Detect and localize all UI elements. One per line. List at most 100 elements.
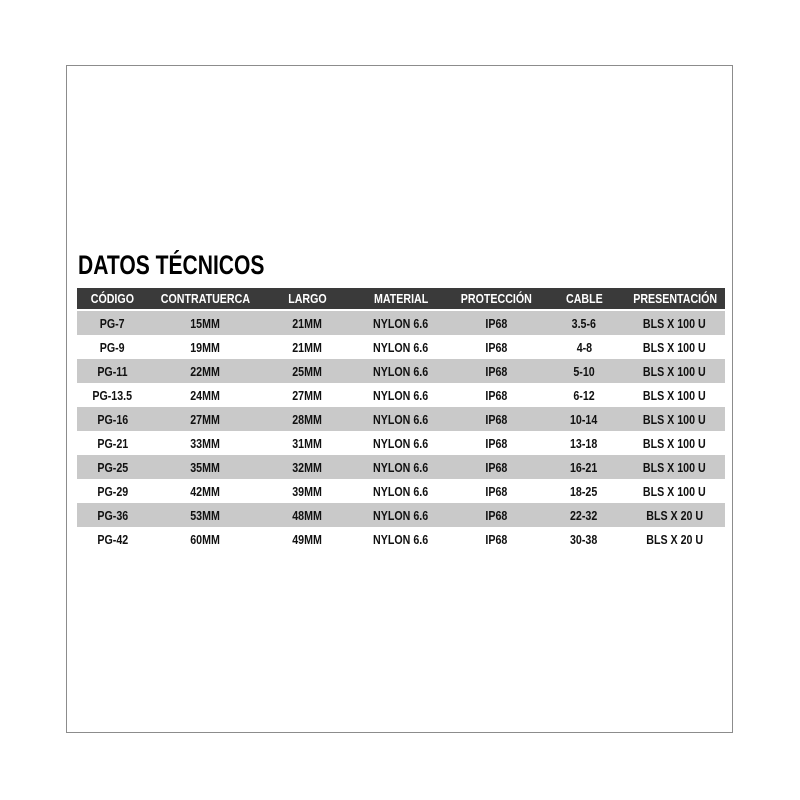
table-row: PG-11 22MM 25MM NYLON 6.6 IP68 5-10 BLS X 100 …: [77, 359, 725, 383]
cell-largo: 32MM: [262, 455, 353, 479]
cell-text: 22-32: [570, 507, 598, 523]
header-cell-text: PROTECCIÓN: [461, 291, 533, 306]
cell-text: 25MM: [292, 363, 322, 379]
cell-presentacion: BLS X 100 U: [625, 311, 725, 335]
cell-text: 22MM: [190, 363, 220, 379]
cell-largo: 27MM: [262, 383, 353, 407]
cell-text: 18-25: [570, 483, 598, 499]
header-cell-codigo: CÓDIGO: [77, 288, 148, 309]
cell-material: NYLON 6.6: [352, 503, 449, 527]
cell-material: NYLON 6.6: [352, 455, 449, 479]
cell-proteccion: IP68: [450, 359, 544, 383]
cell-text: NYLON 6.6: [373, 459, 429, 475]
cell-text: 5-10: [573, 363, 595, 379]
cell-largo: 28MM: [262, 407, 353, 431]
cell-presentacion: BLS X 100 U: [625, 407, 725, 431]
cell-largo: 21MM: [262, 335, 353, 359]
cell-text: 35MM: [190, 459, 220, 475]
cell-contratuerca: 60MM: [148, 527, 261, 551]
cell-text: NYLON 6.6: [373, 339, 429, 355]
header-cell-text: CONTRATUERCA: [160, 291, 250, 306]
cell-material: NYLON 6.6: [352, 407, 449, 431]
cell-text: BLS X 20 U: [646, 507, 704, 523]
cell-text: IP68: [485, 339, 508, 355]
cell-proteccion: IP68: [450, 527, 544, 551]
header-cell-presentacion: PRESENTACIÓN: [625, 288, 725, 309]
cell-text: 16-21: [570, 459, 598, 475]
cell-presentacion: BLS X 20 U: [625, 527, 725, 551]
cell-text: 19MM: [190, 339, 220, 355]
cell-text: 33MM: [190, 435, 220, 451]
cell-text: 21MM: [292, 339, 322, 355]
cell-codigo: PG-29: [77, 479, 148, 503]
cell-codigo: PG-13.5: [77, 383, 148, 407]
cell-text: 32MM: [292, 459, 322, 475]
table-body: PG-7 15MM 21MM NYLON 6.6 IP68 3.5-6 BLS X 100 …: [77, 311, 725, 551]
header-cell-text: PRESENTACIÓN: [632, 291, 717, 306]
cell-proteccion: IP68: [450, 479, 544, 503]
cell-text: 39MM: [292, 483, 322, 499]
cell-text: BLS X 100 U: [643, 411, 707, 427]
cell-text: IP68: [485, 531, 508, 547]
cell-codigo: PG-42: [77, 527, 148, 551]
cell-presentacion: BLS X 100 U: [625, 455, 725, 479]
cell-text: 42MM: [190, 483, 220, 499]
cell-proteccion: IP68: [450, 407, 544, 431]
cell-cable: 10-14: [544, 407, 625, 431]
cell-contratuerca: 19MM: [148, 335, 261, 359]
cell-text: NYLON 6.6: [373, 387, 429, 403]
cell-proteccion: IP68: [450, 503, 544, 527]
cell-largo: 25MM: [262, 359, 353, 383]
cell-material: NYLON 6.6: [352, 479, 449, 503]
cell-text: 49MM: [292, 531, 322, 547]
header-cell-cable: CABLE: [544, 288, 625, 309]
cell-text: BLS X 100 U: [643, 435, 707, 451]
cell-presentacion: BLS X 100 U: [625, 359, 725, 383]
cell-contratuerca: 53MM: [148, 503, 261, 527]
cell-text: BLS X 100 U: [643, 483, 707, 499]
cell-codigo: PG-7: [77, 311, 148, 335]
cell-codigo: PG-9: [77, 335, 148, 359]
cell-text: NYLON 6.6: [373, 411, 429, 427]
cell-cable: 4-8: [544, 335, 625, 359]
cell-text: PG-29: [97, 483, 129, 499]
cell-text: IP68: [485, 387, 508, 403]
table-row: PG-29 42MM 39MM NYLON 6.6 IP68 18-25 BLS X 100…: [77, 479, 725, 503]
cell-text: BLS X 100 U: [643, 315, 707, 331]
cell-text: NYLON 6.6: [373, 507, 429, 523]
cell-material: NYLON 6.6: [352, 359, 449, 383]
cell-text: 53MM: [190, 507, 220, 523]
cell-text: 30-38: [570, 531, 598, 547]
cell-text: IP68: [485, 411, 508, 427]
table-header-row: CÓDIGO CONTRATUERCA LARGO MATERIAL PROTECCIÓ…: [77, 288, 725, 309]
header-cell-contratuerca: CONTRATUERCA: [148, 288, 261, 309]
cell-cable: 30-38: [544, 527, 625, 551]
cell-codigo: PG-25: [77, 455, 148, 479]
cell-proteccion: IP68: [450, 455, 544, 479]
table-row: PG-7 15MM 21MM NYLON 6.6 IP68 3.5-6 BLS X 100 …: [77, 311, 725, 335]
cell-codigo: PG-36: [77, 503, 148, 527]
cell-codigo: PG-16: [77, 407, 148, 431]
cell-cable: 3.5-6: [544, 311, 625, 335]
cell-contratuerca: 27MM: [148, 407, 261, 431]
cell-text: PG-11: [97, 363, 128, 379]
cell-material: NYLON 6.6: [352, 311, 449, 335]
header-cell-largo: LARGO: [262, 288, 353, 309]
cell-text: 3.5-6: [571, 315, 597, 331]
cell-text: PG-16: [97, 411, 129, 427]
cell-text: 27MM: [292, 387, 322, 403]
cell-text: BLS X 100 U: [643, 363, 707, 379]
technical-data-table: CÓDIGO CONTRATUERCA LARGO MATERIAL PROTECCIÓ…: [77, 288, 725, 551]
header-cell-text: MATERIAL: [373, 291, 429, 306]
cell-text: PG-9: [100, 339, 126, 355]
cell-text: 6-12: [573, 387, 595, 403]
table-row: PG-16 27MM 28MM NYLON 6.6 IP68 10-14 BLS X 100…: [77, 407, 725, 431]
cell-cable: 22-32: [544, 503, 625, 527]
cell-material: NYLON 6.6: [352, 527, 449, 551]
cell-codigo: PG-21: [77, 431, 148, 455]
cell-text: IP68: [485, 435, 508, 451]
header-cell-proteccion: PROTECCIÓN: [450, 288, 544, 309]
cell-material: NYLON 6.6: [352, 431, 449, 455]
cell-largo: 48MM: [262, 503, 353, 527]
section-title: DATOS TÉCNICOS: [78, 250, 265, 280]
